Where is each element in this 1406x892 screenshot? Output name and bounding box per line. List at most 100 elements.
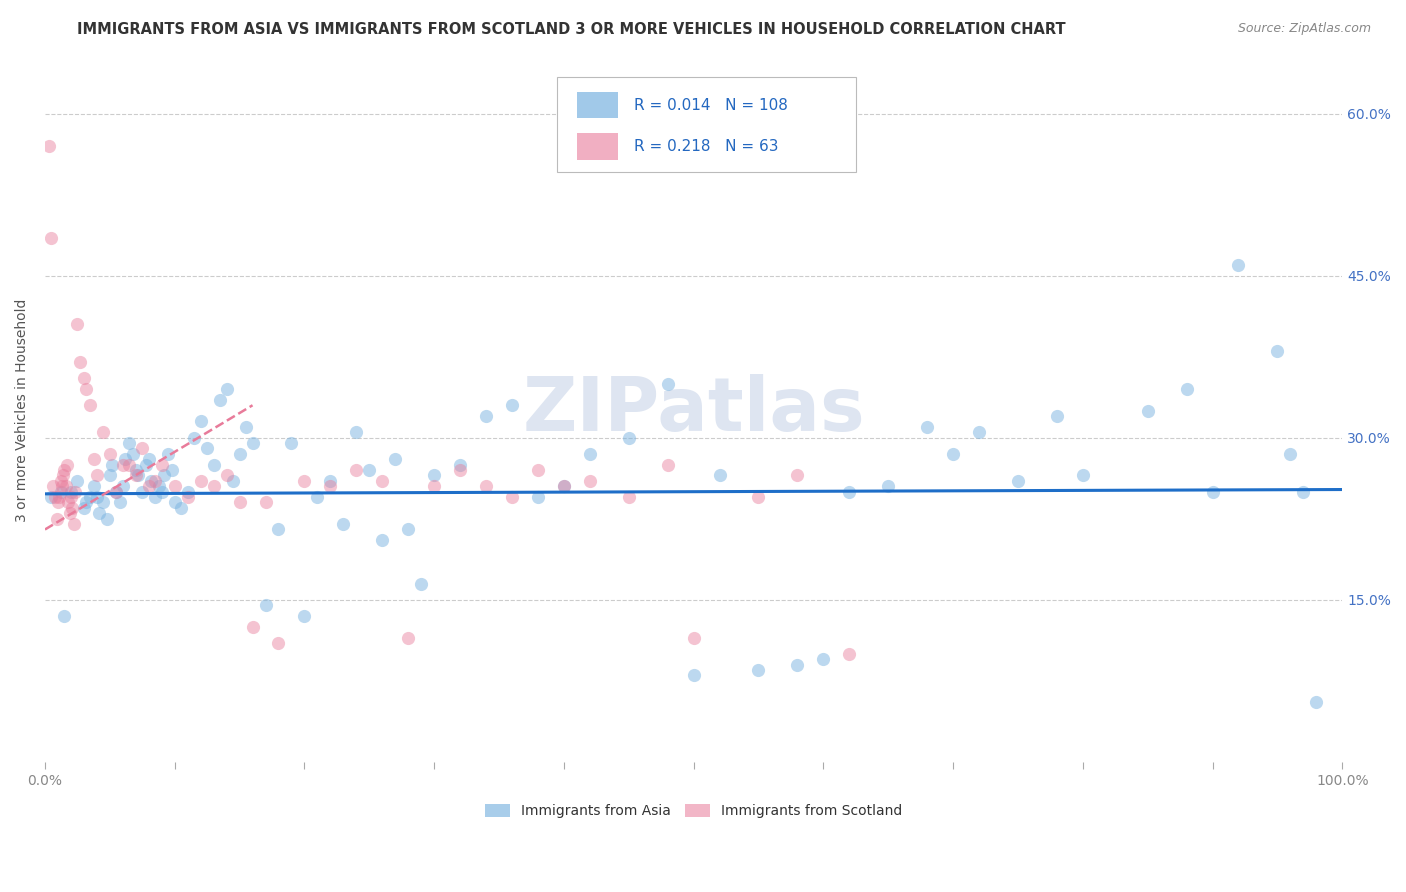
Point [131,484,153,499]
Point [125,468,148,483]
Point [359,463,381,477]
Point [41,490,63,504]
Point [143,490,166,504]
Point [111,458,134,472]
Point [967,425,990,440]
Point [55,479,77,493]
Point [143,474,166,488]
Point [53,463,76,477]
Point [384,452,406,467]
Point [501,490,523,504]
Point [45,511,67,525]
Point [254,598,277,612]
Point [709,468,731,483]
Point [527,463,550,477]
Point [195,442,218,456]
Point [280,436,302,450]
FancyBboxPatch shape [576,92,619,119]
Point [183,431,205,445]
Point [396,523,419,537]
Point [215,382,238,396]
Point [150,458,173,472]
Point [942,447,965,461]
Point [76,382,98,396]
Point [1227,258,1250,272]
Point [411,576,433,591]
Point [1175,382,1198,396]
Point [657,376,679,391]
FancyBboxPatch shape [576,133,619,160]
Point [38,139,60,153]
Point [153,468,176,483]
Point [1136,403,1159,417]
Point [449,458,471,472]
Point [111,479,134,493]
Point [51,479,73,493]
Point [267,636,290,650]
Text: R = 0.218   N = 63: R = 0.218 N = 63 [634,139,779,153]
Point [294,608,316,623]
Point [150,484,173,499]
Point [131,442,153,456]
Point [475,479,498,493]
Point [617,490,640,504]
Point [63,484,86,499]
Point [202,458,225,472]
Point [52,468,75,483]
Point [110,495,132,509]
Point [228,447,250,461]
Text: IMMIGRANTS FROM ASIA VS IMMIGRANTS FROM SCOTLAND 3 OR MORE VEHICLES IN HOUSEHOLD: IMMIGRANTS FROM ASIA VS IMMIGRANTS FROM … [77,22,1066,37]
Point [747,663,769,677]
Point [1201,484,1223,499]
Point [83,452,105,467]
Point [105,484,128,499]
Point [319,479,342,493]
Point [105,484,128,499]
Point [125,463,148,477]
Point [813,652,835,666]
Point [138,452,160,467]
Point [209,392,232,407]
Point [747,490,769,504]
Point [176,490,198,504]
Point [294,474,316,488]
Point [242,620,264,634]
Point [59,490,82,504]
Point [98,468,121,483]
Point [69,355,91,369]
Point [86,490,108,504]
Point [83,479,105,493]
Point [423,479,446,493]
Point [114,452,136,467]
Point [59,506,82,520]
Point [59,484,82,499]
Point [122,447,145,461]
Point [66,474,89,488]
Point [449,463,471,477]
Point [62,517,84,532]
Point [89,506,111,520]
Point [176,484,198,499]
Point [1071,468,1094,483]
Point [319,474,342,488]
Point [138,479,160,493]
Point [86,468,108,483]
Point [1007,474,1029,488]
Point [307,490,329,504]
Point [222,474,245,488]
Point [73,371,96,385]
Point [46,495,69,509]
Point [44,490,66,504]
Point [96,511,118,525]
Point [73,500,96,515]
Point [1046,409,1069,423]
Point [344,425,367,440]
Point [475,409,498,423]
Point [1292,484,1315,499]
Point [423,468,446,483]
Point [53,608,76,623]
Point [838,647,860,661]
Text: ZIPatlas: ZIPatlas [522,374,865,447]
Text: R = 0.014   N = 108: R = 0.014 N = 108 [634,97,787,112]
Point [66,318,89,332]
